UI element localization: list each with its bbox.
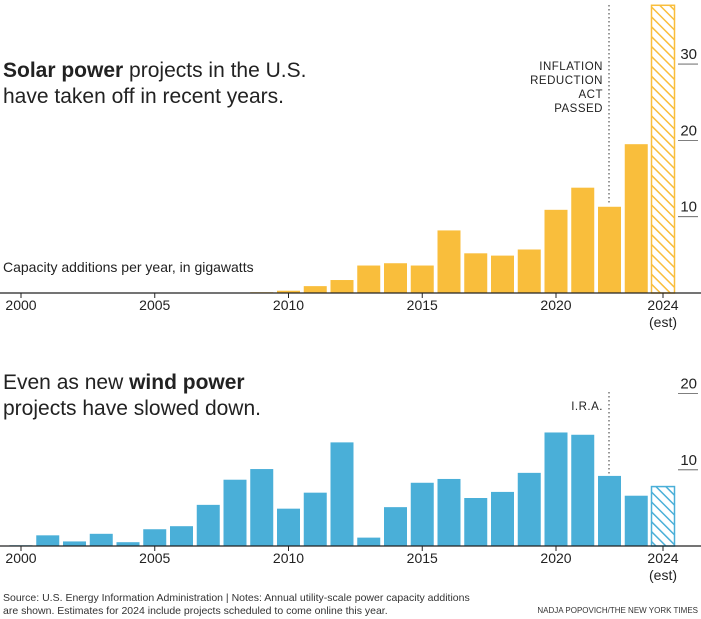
x-tick-label: 2015 — [407, 297, 438, 313]
bar — [384, 507, 407, 546]
x-tick-label: 2024 — [647, 550, 678, 566]
annotation: I.R.A. — [571, 401, 603, 413]
bar — [330, 442, 354, 546]
chart-title: Even as new wind power projects have slo… — [3, 370, 273, 422]
bar — [170, 526, 193, 546]
bar — [598, 206, 621, 293]
y-tick-label: 20 — [680, 376, 697, 393]
x-tick-label: 2005 — [139, 550, 170, 566]
subtitle: Capacity additions per year, in gigawatt… — [3, 259, 254, 275]
bar — [464, 498, 488, 546]
bar — [277, 508, 300, 546]
bar — [357, 265, 381, 293]
bar — [36, 535, 60, 546]
estimate-label: (est) — [649, 314, 677, 330]
bar — [544, 432, 568, 546]
bar — [437, 230, 461, 293]
x-tick-label: 2020 — [540, 297, 571, 313]
bar — [116, 542, 140, 546]
bar — [598, 475, 621, 546]
y-tick-label: 10 — [680, 199, 697, 216]
bar — [277, 290, 300, 293]
y-tick-label: 30 — [680, 46, 697, 63]
x-tick-label: 2024 — [647, 297, 678, 313]
chart-title: Solar power projects in the U.S. have ta… — [3, 58, 323, 110]
title-text: projects in the U.S. have taken off in r… — [3, 59, 307, 108]
bar — [196, 504, 220, 546]
bar — [143, 529, 167, 546]
x-tick-label: 2010 — [273, 550, 304, 566]
bar — [437, 478, 461, 546]
x-tick-label: 2005 — [139, 297, 170, 313]
bar — [464, 253, 488, 293]
title-bold: Solar power — [3, 59, 124, 82]
x-tick-label: 2020 — [540, 550, 571, 566]
x-tick-label: 2000 — [5, 297, 36, 313]
estimate-label: (est) — [649, 567, 677, 583]
bar — [650, 485, 676, 547]
title-text: Even as new — [3, 371, 124, 394]
bar — [544, 209, 568, 293]
bar — [650, 4, 676, 294]
x-tick-label: 2000 — [5, 550, 36, 566]
bar — [517, 472, 541, 546]
bar — [303, 492, 327, 546]
bar — [223, 479, 247, 546]
bar — [357, 537, 381, 546]
title-bold: wind power — [129, 371, 245, 394]
y-tick-label: 20 — [680, 122, 697, 139]
bar — [89, 533, 113, 546]
bar — [624, 144, 648, 293]
bar — [571, 434, 595, 546]
bar — [250, 469, 274, 546]
bar — [303, 286, 327, 293]
bar — [491, 491, 514, 546]
annotation: ACT — [579, 89, 604, 101]
annotation: REDUCTION — [530, 75, 603, 87]
annotation: INFLATION — [539, 61, 603, 73]
credit: NADJA POPOVICH/THE NEW YORK TIMES — [537, 606, 698, 615]
bar — [491, 255, 514, 293]
bar — [330, 280, 354, 293]
bar — [517, 249, 541, 293]
bar — [410, 482, 434, 546]
x-tick-label: 2010 — [273, 297, 304, 313]
bar — [624, 495, 648, 546]
bar — [571, 187, 595, 293]
source-note: Source: U.S. Energy Information Administ… — [3, 592, 470, 617]
annotation: PASSED — [554, 103, 603, 115]
bar — [384, 263, 407, 293]
x-tick-label: 2015 — [407, 550, 438, 566]
bar — [63, 541, 86, 546]
bar — [410, 265, 434, 293]
title-text: projects have slowed down. — [3, 397, 261, 420]
y-tick-label: 10 — [680, 452, 697, 469]
